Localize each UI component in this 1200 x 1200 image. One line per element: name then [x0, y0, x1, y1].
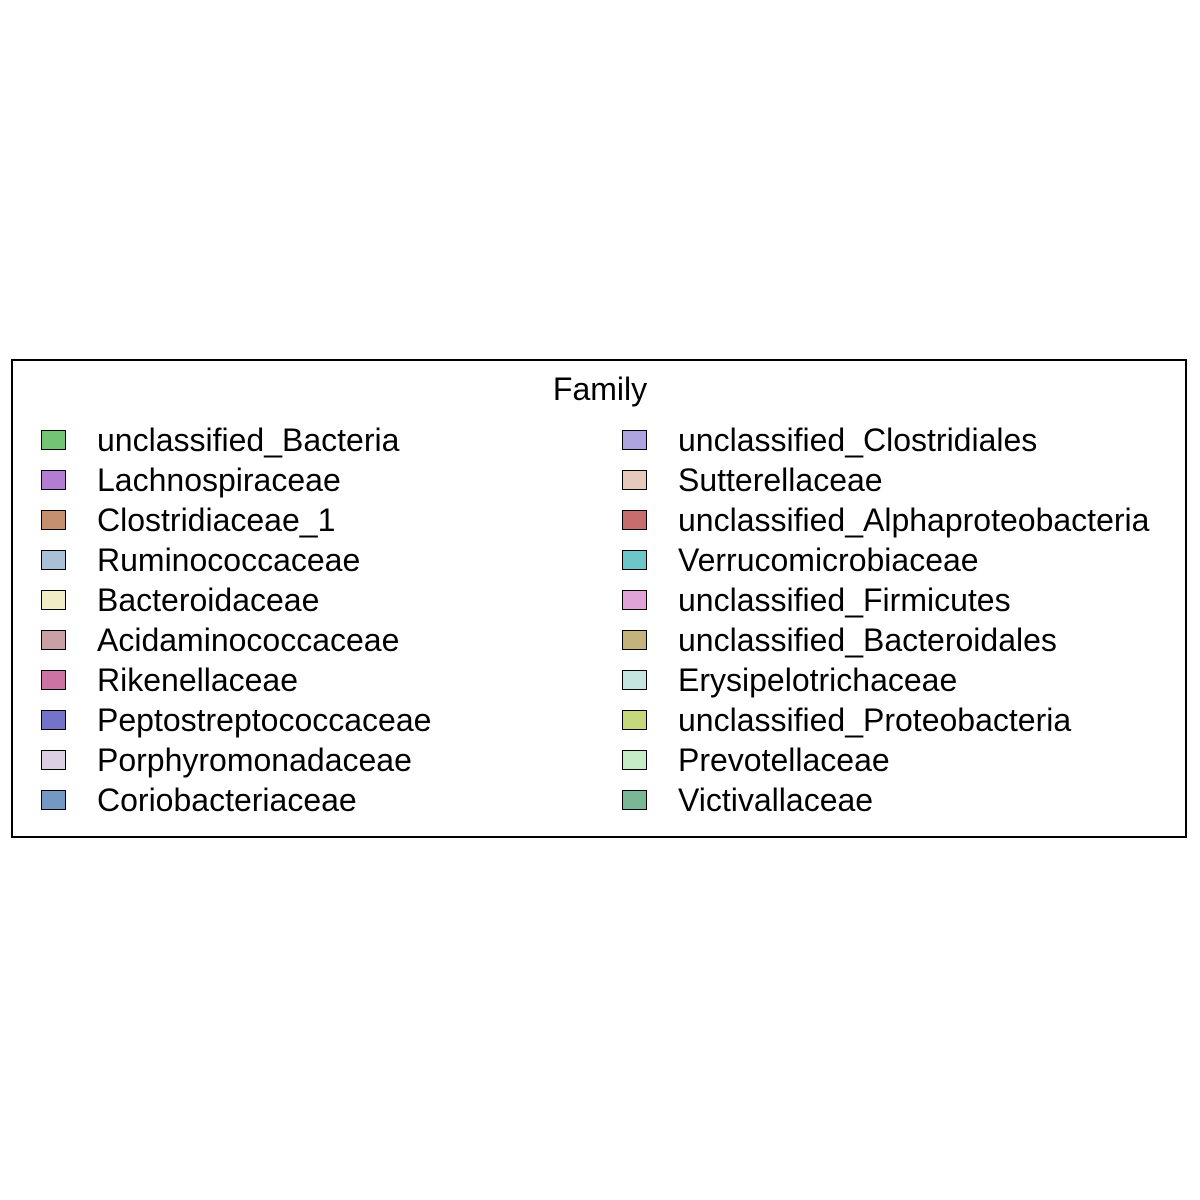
legend-box	[11, 359, 1187, 838]
legend-label: Lachnospiraceae	[97, 462, 341, 498]
legend-swatch	[41, 790, 66, 810]
legend-swatch	[622, 430, 647, 450]
legend-title: Family	[552, 371, 648, 407]
legend-label: Victivallaceae	[678, 782, 874, 818]
legend-label: Sutterellaceae	[678, 462, 883, 498]
legend-label: Coriobacteriaceae	[97, 782, 357, 818]
legend-label: Peptostreptococcaceae	[97, 702, 432, 738]
legend-swatch	[41, 510, 66, 530]
legend-label: unclassified_Firmicutes	[678, 582, 1011, 618]
legend-swatch	[41, 710, 66, 730]
legend-swatch	[622, 710, 647, 730]
legend-label: Rikenellaceae	[97, 662, 299, 698]
legend-swatch	[622, 630, 647, 650]
legend-label: Bacteroidaceae	[97, 582, 320, 618]
legend-label: unclassified_Bacteroidales	[678, 622, 1057, 658]
legend-swatch	[41, 750, 66, 770]
legend-label: Acidaminococcaceae	[97, 622, 400, 658]
legend-swatch	[41, 430, 66, 450]
legend-swatch	[622, 590, 647, 610]
legend-label: Porphyromonadaceae	[97, 742, 412, 778]
legend-swatch	[41, 670, 66, 690]
legend-label: unclassified_Bacteria	[97, 422, 400, 458]
legend-label: Ruminococcaceae	[97, 542, 361, 578]
legend-swatch	[41, 630, 66, 650]
legend-label: unclassified_Clostridiales	[678, 422, 1038, 458]
legend-label: Erysipelotrichaceae	[678, 662, 958, 698]
legend-label: Verrucomicrobiaceae	[678, 542, 979, 578]
legend-swatch	[41, 590, 66, 610]
legend-label: Prevotellaceae	[678, 742, 890, 778]
legend-swatch	[622, 510, 647, 530]
legend-swatch	[622, 670, 647, 690]
legend-label: unclassified_Proteobacteria	[678, 702, 1072, 738]
legend-label: Clostridiaceae_1	[97, 502, 336, 538]
legend-swatch	[622, 550, 647, 570]
legend-label: unclassified_Alphaproteobacteria	[678, 502, 1150, 538]
legend-swatch	[41, 550, 66, 570]
legend-swatch	[41, 470, 66, 490]
legend-swatch	[622, 750, 647, 770]
legend-swatch	[622, 470, 647, 490]
legend-swatch	[622, 790, 647, 810]
